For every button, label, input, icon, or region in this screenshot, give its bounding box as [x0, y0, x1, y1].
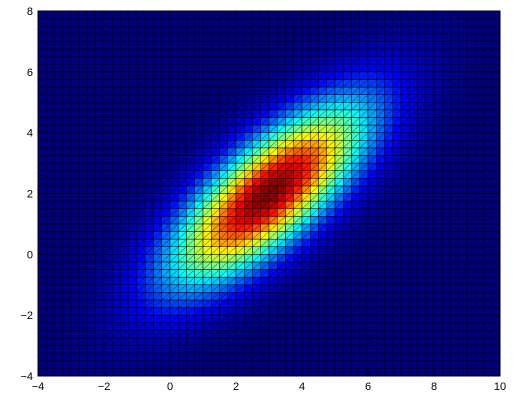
figure: −4 −2 0 2 4 6 8 10 −4 −2 0 2 4 6 8	[20, 6, 507, 393]
